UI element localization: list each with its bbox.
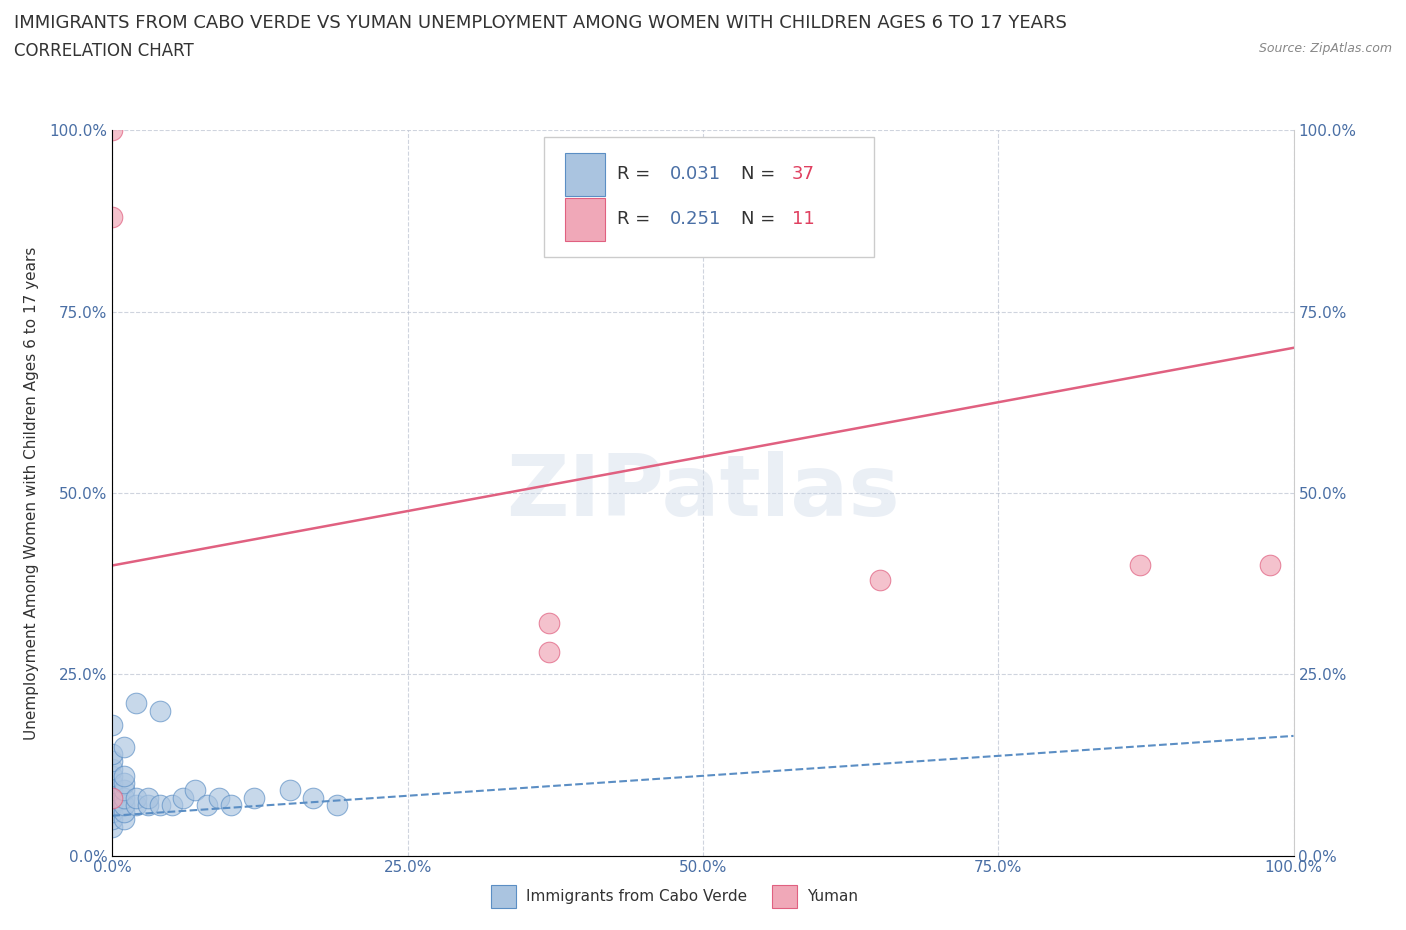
Point xyxy=(1258,558,1281,573)
Point xyxy=(125,696,148,711)
Text: CORRELATION CHART: CORRELATION CHART xyxy=(14,42,194,60)
Point xyxy=(125,797,148,812)
Text: ZIPatlas: ZIPatlas xyxy=(506,451,900,535)
Point xyxy=(1129,558,1152,573)
Text: Source: ZipAtlas.com: Source: ZipAtlas.com xyxy=(1258,42,1392,55)
Point xyxy=(101,804,124,819)
Point xyxy=(136,790,159,805)
Point xyxy=(112,783,135,798)
Point xyxy=(101,768,124,783)
Point xyxy=(243,790,266,805)
Point xyxy=(101,123,124,138)
Point xyxy=(101,761,124,776)
Point xyxy=(172,790,194,805)
Point xyxy=(112,804,135,819)
Text: Immigrants from Cabo Verde: Immigrants from Cabo Verde xyxy=(526,889,747,904)
Point xyxy=(869,573,891,588)
Point xyxy=(149,703,172,718)
Point xyxy=(538,616,561,631)
Point xyxy=(101,718,124,733)
Point xyxy=(101,790,124,805)
Point xyxy=(208,790,231,805)
Text: N =: N = xyxy=(741,210,780,229)
Point xyxy=(136,797,159,812)
Text: N =: N = xyxy=(741,166,780,183)
Point xyxy=(101,210,124,225)
Point xyxy=(538,645,561,660)
Point xyxy=(149,797,172,812)
Point xyxy=(101,819,124,834)
Point xyxy=(112,812,135,827)
Text: Yuman: Yuman xyxy=(807,889,858,904)
Point xyxy=(101,747,124,762)
Text: 0.031: 0.031 xyxy=(669,166,721,183)
Point xyxy=(112,768,135,783)
Point xyxy=(101,754,124,769)
Point xyxy=(195,797,218,812)
Point xyxy=(101,812,124,827)
FancyBboxPatch shape xyxy=(565,198,605,241)
Text: R =: R = xyxy=(617,210,655,229)
Point xyxy=(278,783,301,798)
Point xyxy=(101,783,124,798)
Point xyxy=(125,790,148,805)
Point xyxy=(326,797,349,812)
Point xyxy=(184,783,207,798)
Text: 11: 11 xyxy=(792,210,814,229)
Text: R =: R = xyxy=(617,166,655,183)
Text: 37: 37 xyxy=(792,166,814,183)
Point xyxy=(219,797,242,812)
Text: IMMIGRANTS FROM CABO VERDE VS YUMAN UNEMPLOYMENT AMONG WOMEN WITH CHILDREN AGES : IMMIGRANTS FROM CABO VERDE VS YUMAN UNEM… xyxy=(14,14,1067,32)
Point xyxy=(160,797,183,812)
Point xyxy=(112,739,135,754)
Point xyxy=(101,790,124,805)
Y-axis label: Unemployment Among Women with Children Ages 6 to 17 years: Unemployment Among Women with Children A… xyxy=(24,246,38,739)
FancyBboxPatch shape xyxy=(544,138,875,258)
FancyBboxPatch shape xyxy=(565,153,605,196)
Text: 0.251: 0.251 xyxy=(669,210,721,229)
Point xyxy=(302,790,325,805)
Point xyxy=(112,776,135,790)
Point xyxy=(101,776,124,790)
Point xyxy=(112,797,135,812)
Point xyxy=(112,790,135,805)
Point xyxy=(101,797,124,812)
